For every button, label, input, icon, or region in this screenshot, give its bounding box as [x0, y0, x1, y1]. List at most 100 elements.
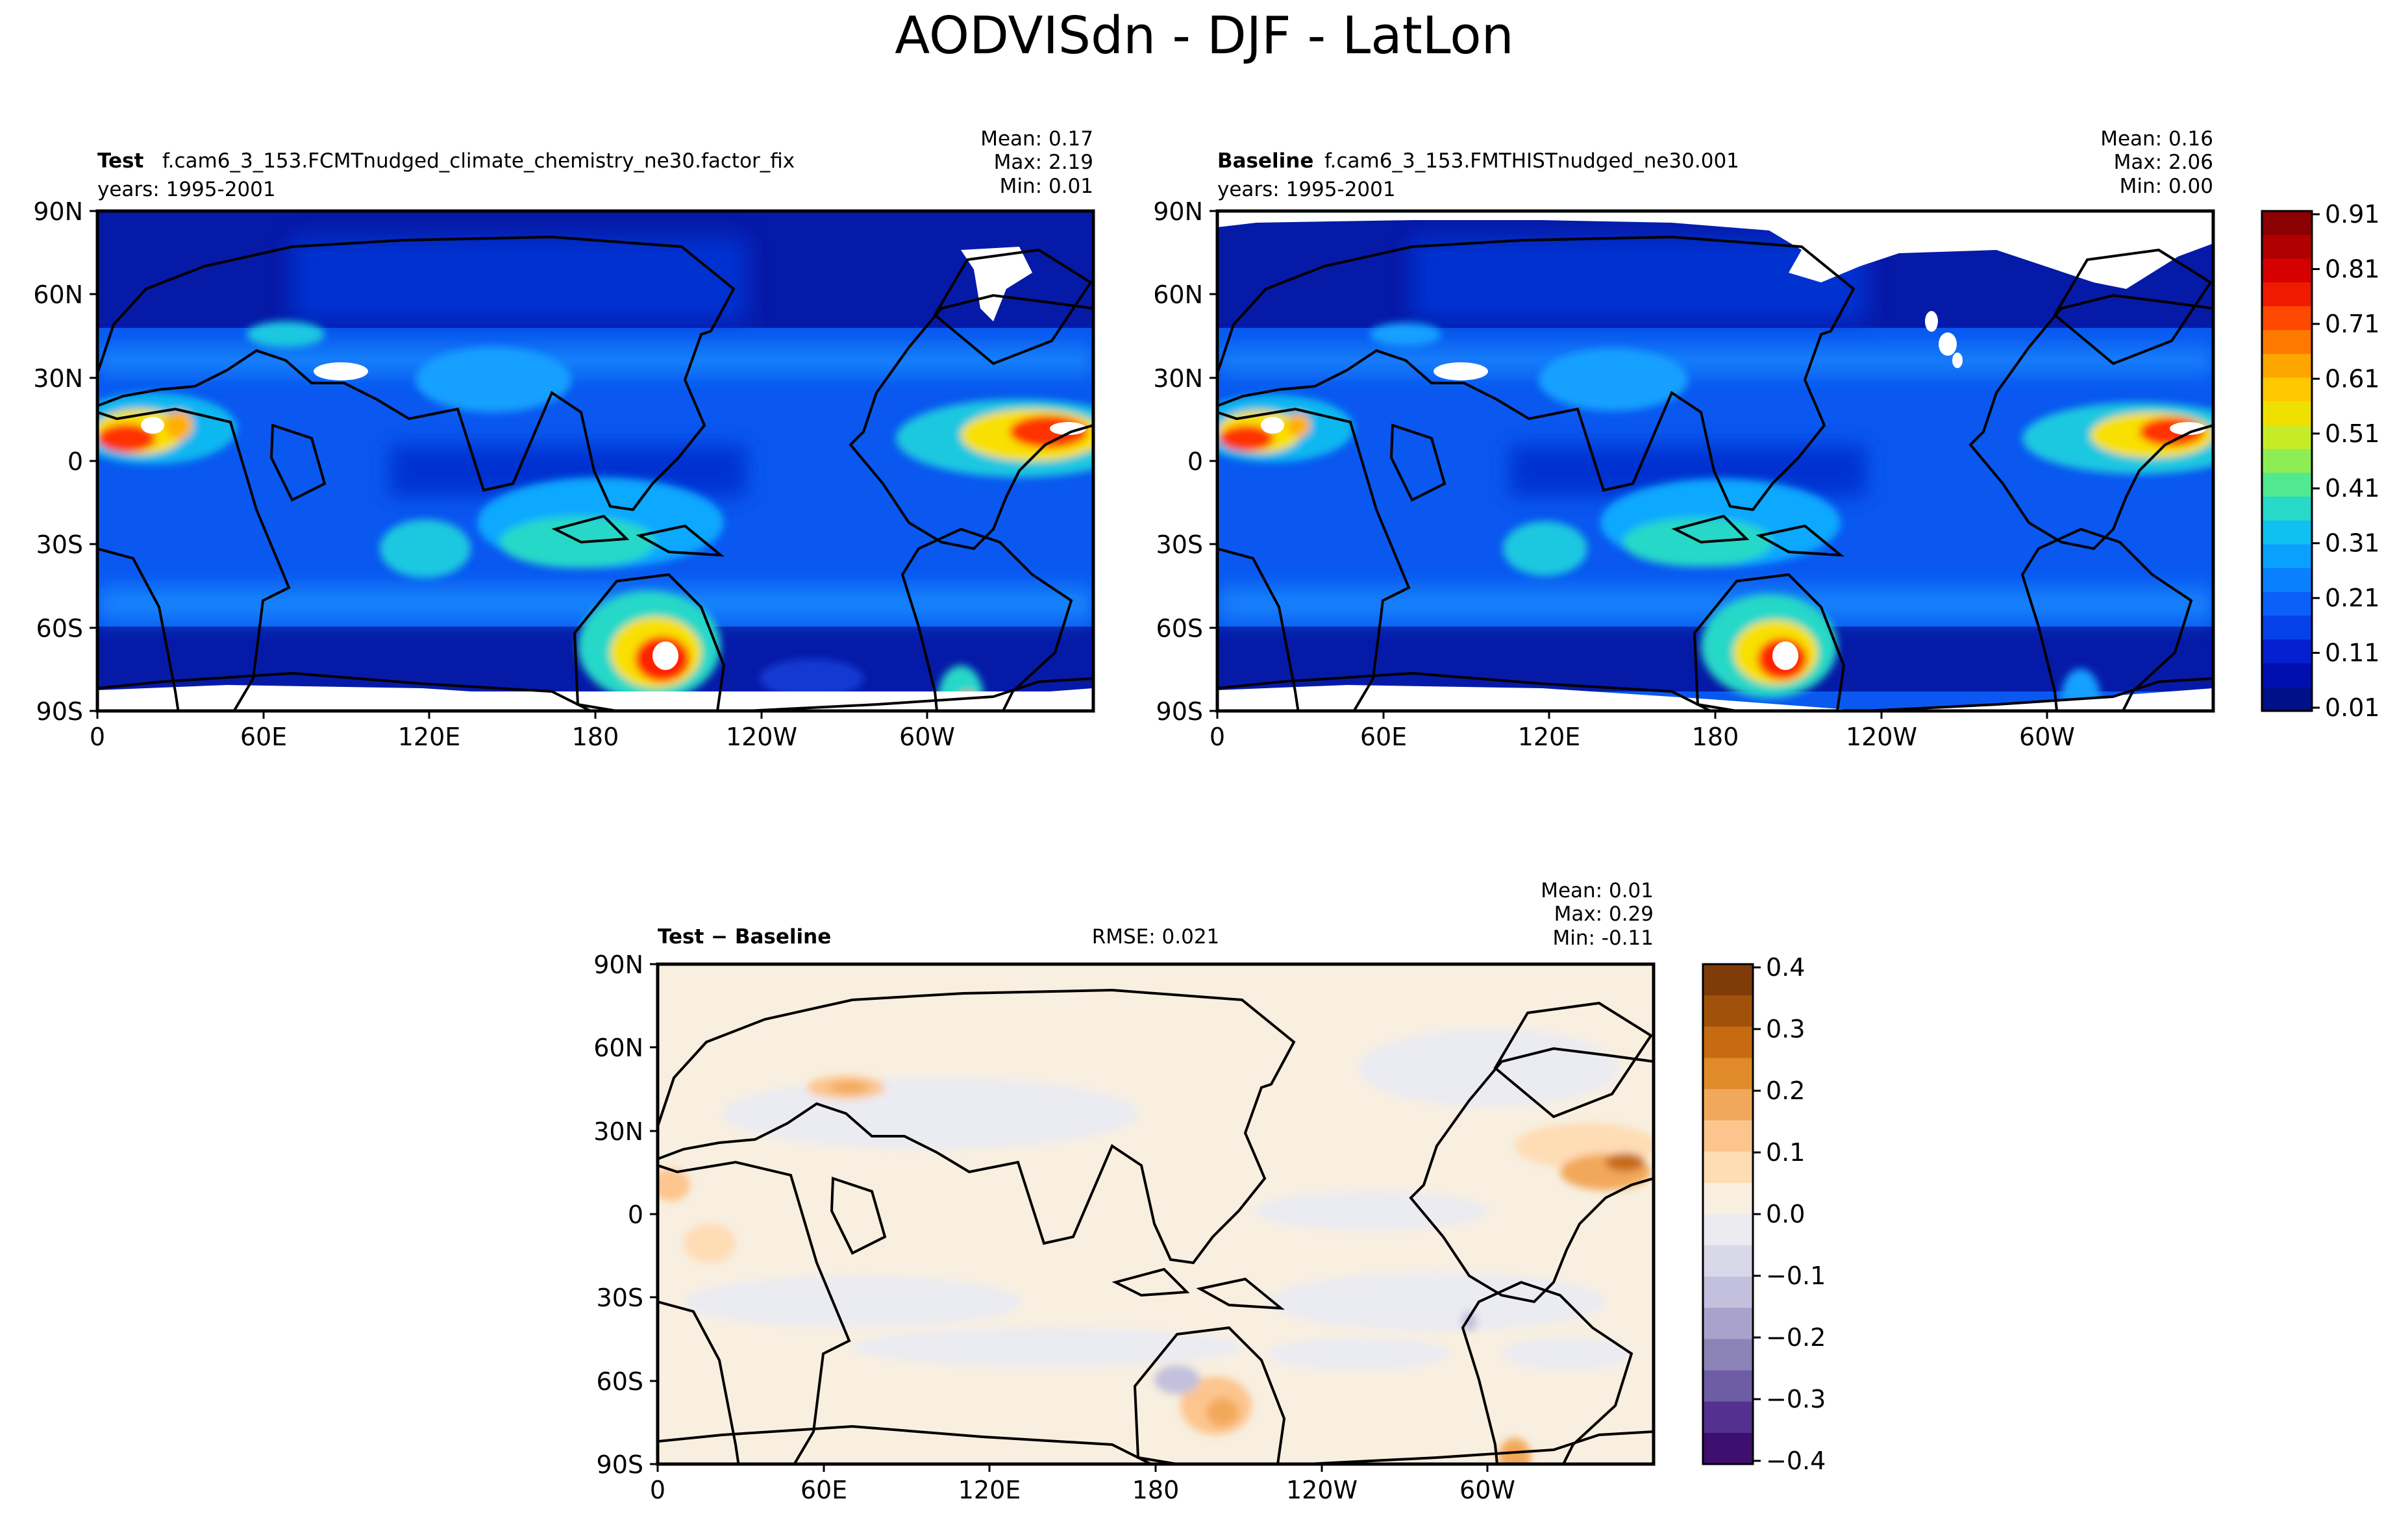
tick-label: 60E — [240, 723, 287, 751]
tick-label: 30N — [33, 364, 83, 393]
map-baseline — [1217, 211, 2213, 711]
colorbar-swatch — [1703, 1432, 1753, 1465]
colorbar-swatch — [1703, 1182, 1753, 1215]
colorbar-label: 0.81 — [2325, 255, 2380, 283]
colorbar-swatch — [1703, 1120, 1753, 1152]
colorbar-swatch — [2262, 211, 2312, 236]
years-label: years: 1995-2001 — [97, 178, 276, 201]
colorbar-swatch — [1703, 1214, 1753, 1246]
colorbar-swatch — [1703, 1276, 1753, 1308]
colorbar-main: 0.91 0.81 0.71 0.61 0.51 0.41 0.31 0.21 0.11 0.01 — [2261, 200, 2380, 722]
panel-diff: Test − Baseline RMSE: 0.021 Mean: 0.01 M… — [593, 879, 1656, 1504]
rmse-label: RMSE: 0.021 — [1092, 925, 1220, 949]
colorbar-label: 0.31 — [2325, 529, 2380, 558]
tick-label: 60W — [1459, 1476, 1515, 1504]
stat-max: Max: 2.06 — [2114, 151, 2213, 174]
colorbar-swatch — [2262, 282, 2312, 307]
tick-label: 90S — [1156, 697, 1203, 726]
tick-label: 60S — [36, 614, 83, 643]
stat-mean: Mean: 0.17 — [980, 127, 1093, 151]
yaxis-test — [90, 210, 97, 712]
colorbar-label: 0.2 — [1766, 1076, 1805, 1105]
stat-min: Min: 0.01 — [1000, 175, 1093, 198]
tick-label: 120E — [958, 1476, 1021, 1504]
tick-label: 90S — [36, 697, 83, 726]
colorbar-label: 0.11 — [2325, 639, 2380, 667]
colorbar-swatch — [2262, 520, 2312, 545]
tick-label: 30N — [593, 1117, 643, 1146]
colorbar-swatch — [1703, 1058, 1753, 1089]
colorbar-swatch — [2262, 425, 2312, 450]
yaxis-baseline — [1210, 210, 1217, 712]
colorbar-swatch — [1703, 1370, 1753, 1402]
map-test — [97, 211, 1093, 711]
colorbar-swatch — [1703, 1151, 1753, 1184]
panel-baseline: Baseline f.cam6_3_153.FMTHISTnudged_ne30… — [1153, 127, 2215, 751]
colorbar-label: −0.4 — [1766, 1447, 1826, 1475]
colorbar-label: 0.4 — [1766, 953, 1805, 982]
xaxis-test — [96, 711, 928, 719]
colorbar-swatch — [2262, 377, 2312, 402]
tick-label: 90S — [597, 1450, 643, 1479]
colorbar-swatch — [2262, 663, 2312, 688]
tick-label: 60E — [1360, 723, 1407, 751]
colorbar-swatch — [2262, 330, 2312, 354]
colorbar-swatch — [1703, 1401, 1753, 1434]
tick-label: 180 — [572, 723, 619, 751]
colorbar-swatch — [2262, 401, 2312, 426]
colorbar-frame — [2261, 210, 2313, 712]
panel-label: Test — [97, 149, 144, 173]
colorbar-swatch — [2262, 687, 2312, 712]
colorbar-label: −0.1 — [1766, 1262, 1826, 1290]
colorbar-diff: 0.4 0.3 0.2 0.1 0.0 −0.1 −0.2 −0.3 −0.4 — [1702, 953, 1826, 1475]
tick-label: 60E — [801, 1476, 847, 1504]
colorbar-swatch — [2262, 234, 2312, 259]
tick-label: 120E — [1518, 723, 1581, 751]
panel-test: Test f.cam6_3_153.FCMTnudged_climate_che… — [33, 127, 1095, 751]
stat-mean: Mean: 0.16 — [2100, 127, 2213, 151]
tick-label: 120W — [1286, 1476, 1358, 1504]
colorbar-swatch — [1703, 995, 1753, 1027]
colorbar-label: 0.1 — [1766, 1138, 1805, 1167]
tick-label: 120E — [398, 723, 461, 751]
xaxis-baseline — [1216, 711, 2048, 719]
tick-label: 0 — [68, 447, 83, 476]
colorbar-swatch — [1703, 1308, 1753, 1339]
tick-label: 0 — [628, 1200, 643, 1229]
panel-label: Baseline — [1217, 149, 1313, 173]
colorbar-swatch — [2262, 640, 2312, 664]
tick-label: 90N — [1153, 197, 1203, 226]
colorbar-label: −0.3 — [1766, 1385, 1826, 1413]
colorbar-swatch — [1703, 964, 1753, 996]
colorbar-swatch — [2262, 591, 2312, 616]
colorbar-label: 0.41 — [2325, 474, 2380, 503]
tick-label: 30N — [1153, 364, 1203, 393]
colorbar-swatch — [2262, 449, 2312, 473]
colorbar-label: 0.71 — [2325, 310, 2380, 338]
colorbar-label: 0.51 — [2325, 419, 2380, 448]
tick-label: 60N — [1153, 280, 1203, 309]
tick-label: 0 — [1187, 447, 1203, 476]
stat-mean: Mean: 0.01 — [1541, 879, 1654, 902]
colorbar-swatch — [2262, 473, 2312, 497]
colorbar-swatch — [1703, 1026, 1753, 1058]
colorbar-swatch — [2262, 354, 2312, 379]
case-name: f.cam6_3_153.FMTHISTnudged_ne30.001 — [1324, 149, 1739, 173]
tick-label: 90N — [33, 197, 83, 226]
years-label: years: 1995-2001 — [1217, 178, 1396, 201]
tick-label: 0 — [1210, 723, 1225, 751]
stat-min: Min: -0.11 — [1552, 926, 1654, 950]
colorbar-swatch — [2262, 306, 2312, 330]
case-name: f.cam6_3_153.FCMTnudged_climate_chemistr… — [162, 149, 795, 173]
tick-label: 120W — [1846, 723, 1917, 751]
tick-label: 60S — [597, 1367, 643, 1396]
tick-label: 60N — [593, 1034, 643, 1062]
tick-label: 60W — [2019, 723, 2075, 751]
tick-label: 180 — [1132, 1476, 1180, 1504]
colorbar-label: 0.3 — [1766, 1015, 1805, 1043]
map-diff — [658, 964, 1654, 1464]
tick-label: 90N — [593, 951, 643, 979]
tick-label: 30S — [1156, 530, 1203, 559]
tick-label: 0 — [90, 723, 105, 751]
colorbar-label: −0.2 — [1766, 1323, 1826, 1352]
